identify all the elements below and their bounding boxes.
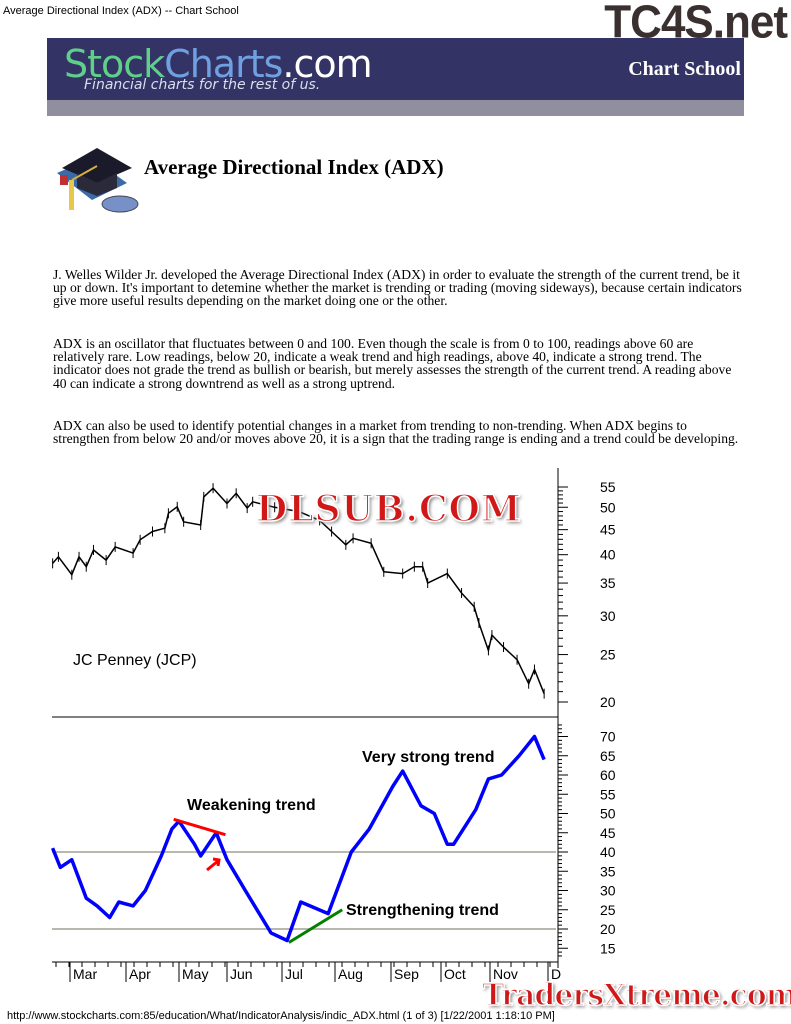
paragraph: ADX can also be used to identify potenti… (53, 417, 739, 446)
stockcharts-logo[interactable]: StockCharts.com (64, 42, 373, 86)
paragraph: J. Welles Wilder Jr. developed the Avera… (53, 266, 742, 309)
adx-tick-label: 50 (600, 806, 616, 822)
logo-part: Charts (164, 42, 283, 86)
price-tick-label: 30 (600, 608, 616, 624)
price-tick-label: 45 (600, 522, 616, 538)
price-tick-label: 55 (600, 479, 616, 495)
adx-tick-label: 20 (600, 921, 616, 937)
adx-series-line (50, 734, 546, 943)
graduation-cap-icon (57, 148, 139, 213)
annotation-label: Very strong trend (362, 749, 494, 766)
adx-tick-label: 15 (600, 940, 616, 956)
month-label: Nov (493, 966, 518, 982)
adx-tick-label: 55 (600, 786, 616, 802)
month-label: Apr (129, 966, 151, 982)
trend-annotation-line (288, 908, 344, 944)
month-label: Jul (285, 966, 303, 982)
adx-tick-label: 45 (600, 825, 616, 841)
price-tick-label: 40 (600, 547, 616, 563)
document-title: Average Directional Index (ADX) -- Chart… (3, 5, 239, 17)
adx-tick-label: 40 (600, 844, 616, 860)
annotation-label: Strengthening trend (346, 902, 499, 919)
month-label: May (182, 966, 208, 982)
price-tick-label: 35 (600, 575, 616, 591)
price-tick-label: 20 (600, 694, 616, 710)
adx-chart: JC Penney (JCP) Weakening trend Strength… (50, 468, 616, 982)
price-chart-title: JC Penney (JCP) (73, 652, 197, 669)
trend-annotation-line (173, 817, 226, 837)
dlsub-watermark: DLSUB.COM (255, 487, 522, 531)
adx-tick-label: 30 (600, 883, 616, 899)
logo-part: Stock (64, 42, 165, 86)
adx-tick-label: 25 (600, 902, 616, 918)
annotation-label: Weakening trend (187, 797, 316, 814)
month-label: D (551, 966, 561, 982)
adx-tick-label: 70 (600, 729, 616, 745)
adx-tick-label: 65 (600, 748, 616, 764)
tradersxtreme-watermark: TradersXtreme.com (481, 977, 791, 1014)
month-label: Oct (444, 966, 466, 982)
adx-tick-label: 35 (600, 863, 616, 879)
red-arrow-icon (206, 857, 221, 872)
price-tick-label: 25 (600, 647, 616, 663)
paragraph: ADX is an oscillator that fluctuates bet… (53, 335, 732, 391)
month-label: Sep (394, 966, 419, 982)
logo-tagline: Financial charts for the rest of us. (84, 77, 321, 93)
site-banner (47, 38, 744, 100)
logo-part: .com (282, 42, 372, 86)
month-label: Jun (230, 966, 253, 982)
month-label: Aug (338, 966, 363, 982)
banner-strip (47, 100, 744, 116)
section-title: Chart School (628, 58, 741, 80)
page-title: Average Directional Index (ADX) (144, 155, 444, 179)
adx-tick-label: 60 (600, 767, 616, 783)
page-footer-url: http://www.stockcharts.com:85/education/… (7, 1010, 555, 1022)
price-tick-label: 50 (600, 499, 616, 515)
month-label: Mar (73, 966, 97, 982)
